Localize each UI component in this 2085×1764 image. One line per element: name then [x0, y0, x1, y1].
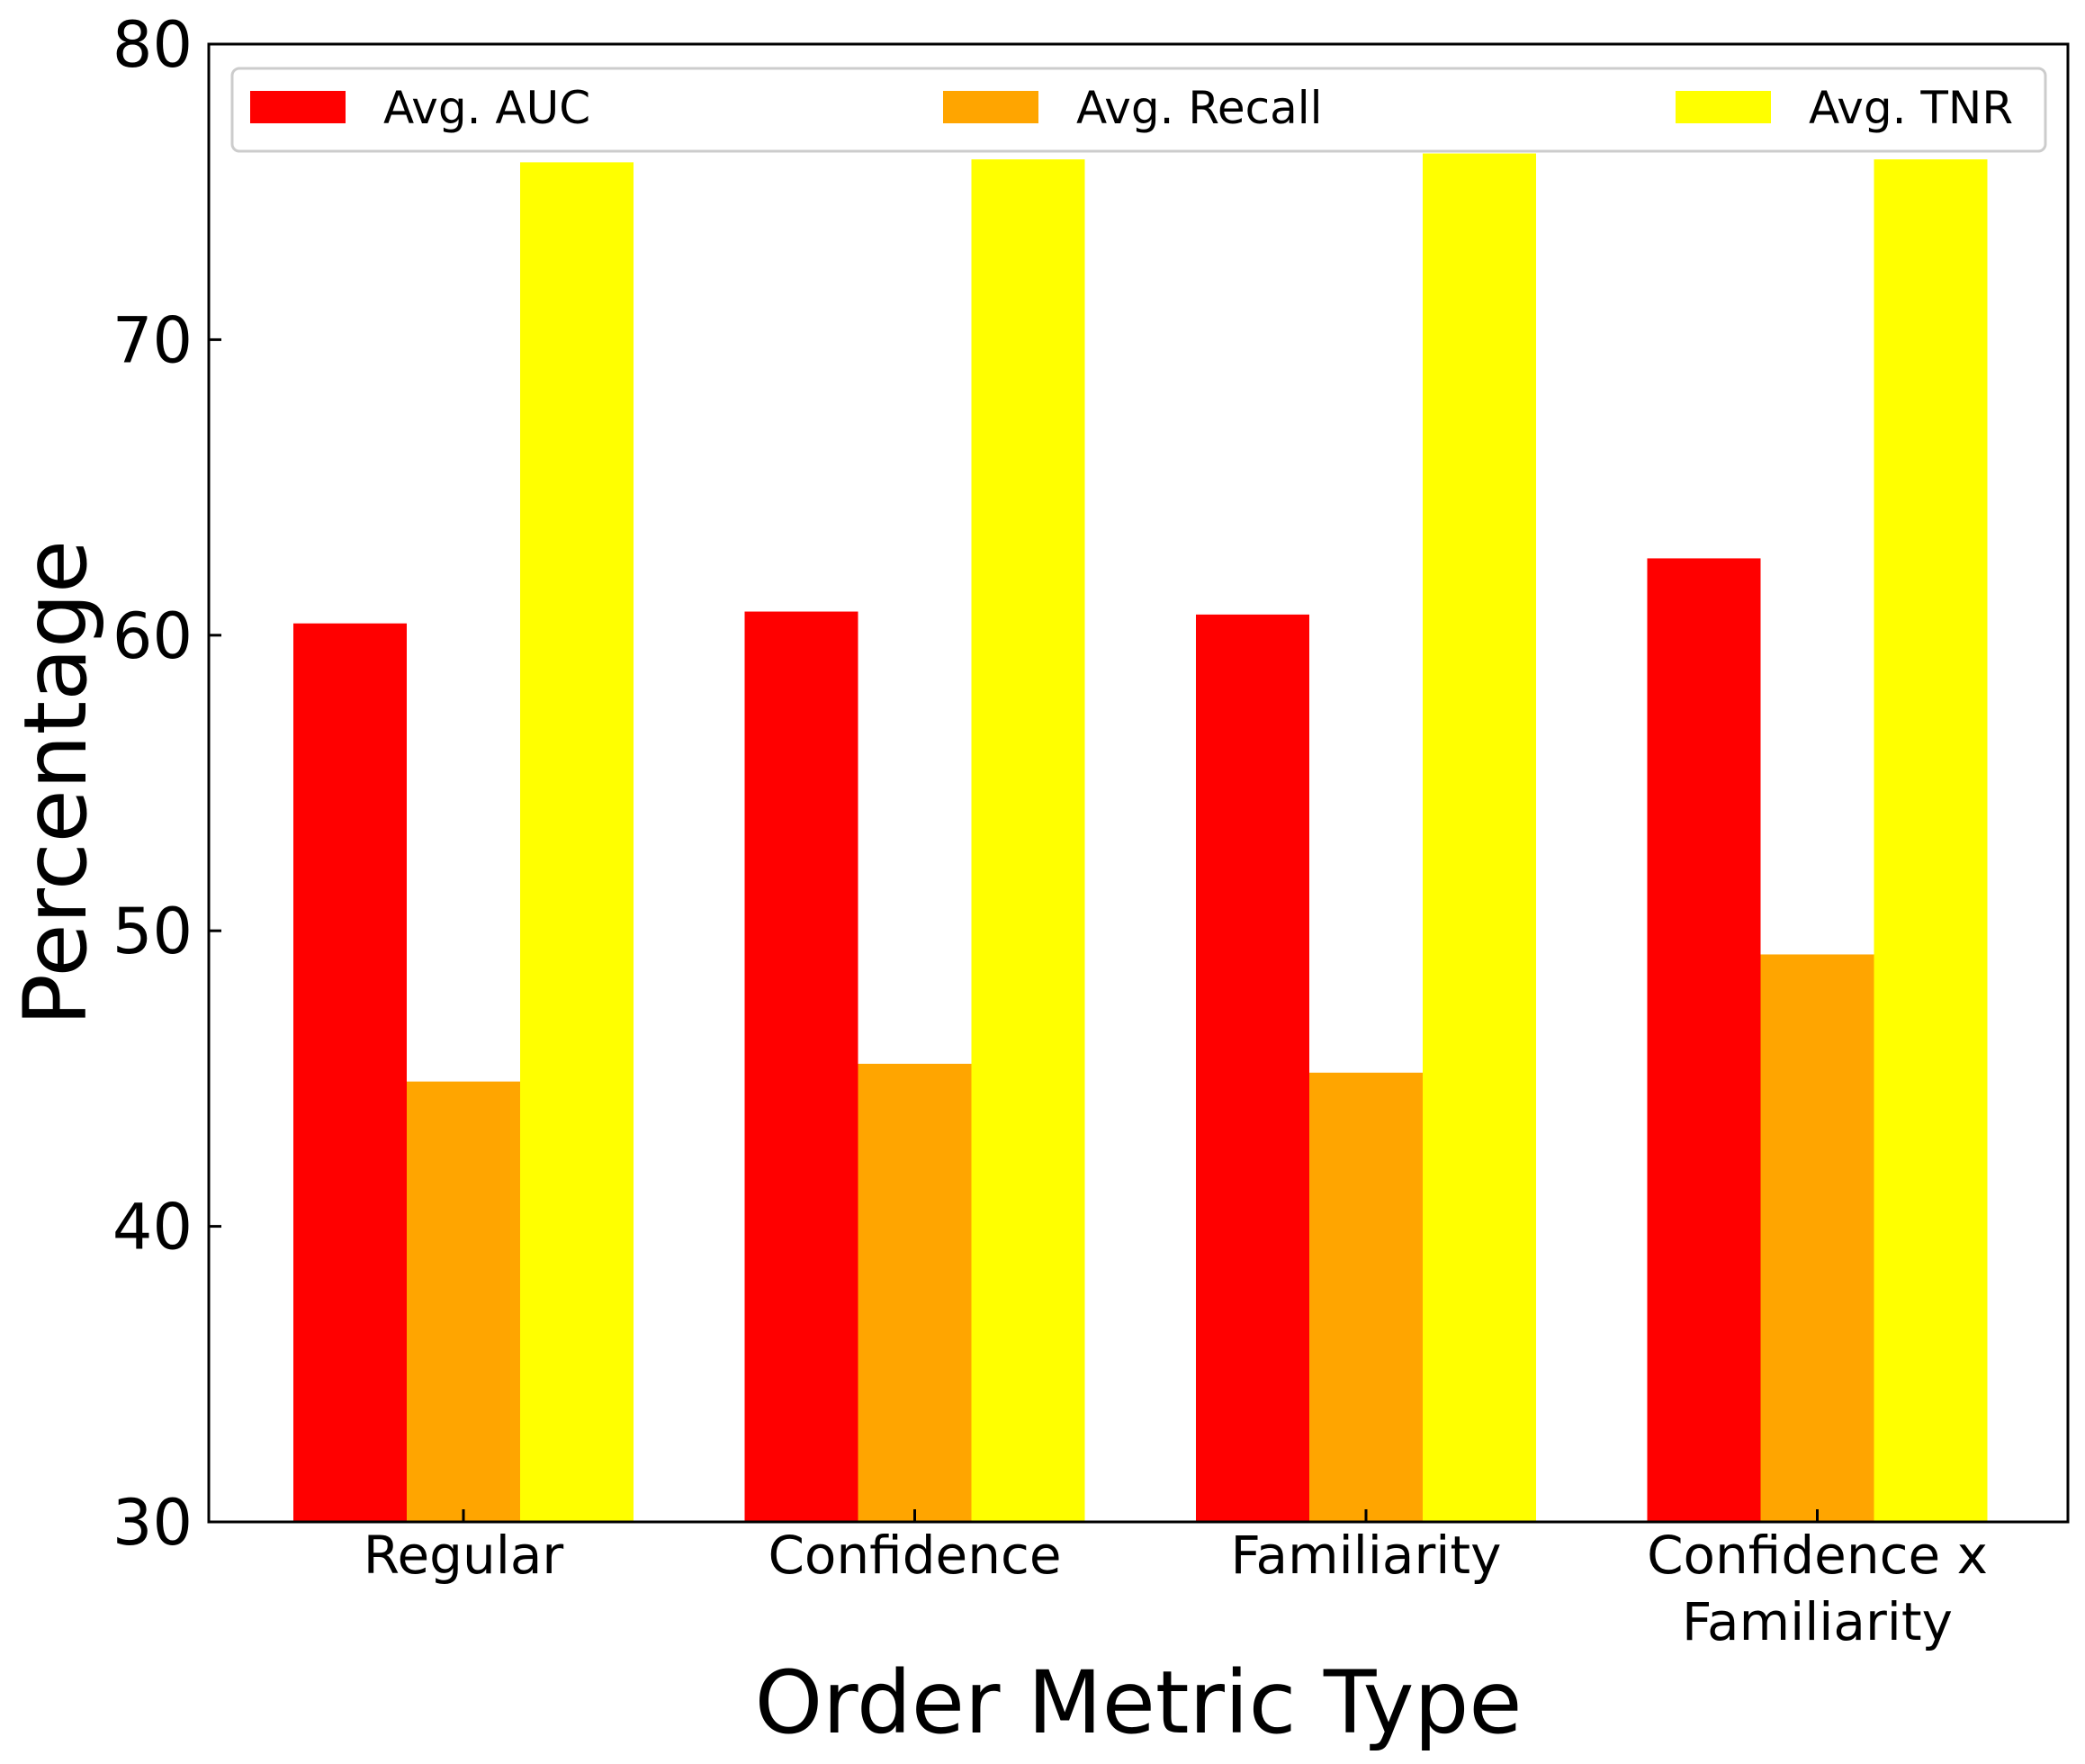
bar-avg-auc-3	[1196, 614, 1309, 1522]
legend-frame	[230, 67, 2047, 153]
y-tick-label: 80	[112, 8, 193, 82]
bar-avg-tnr-3	[1423, 153, 1536, 1522]
bars	[293, 153, 1988, 1523]
legend: Avg. AUC Avg. Recall Avg. TNR	[230, 67, 2047, 153]
x-tick-label: Regular	[364, 1525, 564, 1586]
bar-avg-recall-4	[1760, 954, 1874, 1522]
legend-swatch	[250, 91, 346, 123]
bar-avg-tnr-1	[520, 162, 634, 1523]
y-tick-label: 50	[112, 895, 193, 968]
bar-avg-tnr-4	[1874, 159, 1988, 1522]
bar-avg-recall-2	[858, 1063, 972, 1522]
plot-area-frame	[207, 42, 2070, 1524]
bar-avg-auc-4	[1647, 558, 1761, 1522]
bar-avg-auc-2	[744, 611, 858, 1522]
x-tick-label: Confidence	[768, 1525, 1061, 1586]
legend-label: Avg. TNR	[1809, 82, 2013, 134]
y-tick-label: 40	[112, 1191, 193, 1264]
y-tick-label: 30	[112, 1486, 193, 1560]
x-axis: Regular Confidence Familiarity Confidence x…	[364, 1509, 1988, 1652]
y-tick-label: 60	[112, 599, 193, 673]
y-axis: 30 40 50 60 70 80	[112, 8, 221, 1560]
x-axis-label: Order Metric Type	[755, 1652, 1523, 1753]
legend-swatch	[1676, 91, 1771, 123]
bar-avg-recall-1	[407, 1081, 520, 1522]
x-tick-label: Confidence x	[1647, 1525, 1988, 1586]
legend-label: Avg. Recall	[1076, 82, 1323, 134]
bar-avg-tnr-2	[971, 159, 1085, 1522]
x-tick-label: Familiarity	[1231, 1525, 1502, 1586]
y-axis-label: Percentage	[5, 540, 106, 1026]
y-tick-label: 70	[112, 303, 193, 377]
legend-label: Avg. AUC	[383, 82, 590, 134]
x-tick-label: Familiarity	[1682, 1591, 1953, 1652]
legend-swatch	[943, 91, 1038, 123]
bar-avg-recall-3	[1309, 1072, 1423, 1522]
bar-avg-auc-1	[293, 623, 407, 1522]
